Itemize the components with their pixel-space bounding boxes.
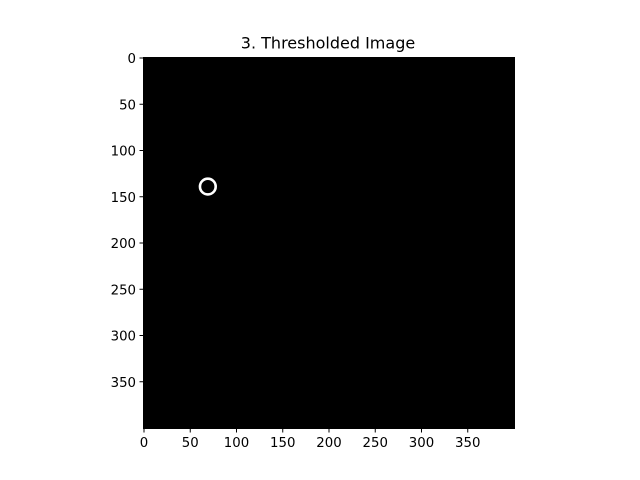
chart-title: 3. Thresholded Image — [241, 34, 415, 53]
x-tick-label: 300 — [409, 436, 434, 451]
y-tick-label: 100 — [111, 145, 136, 160]
y-tick-label: 0 — [128, 52, 136, 67]
x-tick-label: 0 — [140, 436, 148, 451]
image-background — [144, 58, 514, 428]
y-tick-label: 200 — [111, 237, 136, 252]
x-tick-label: 350 — [455, 436, 480, 451]
y-tick-label: 350 — [111, 376, 136, 391]
x-tick-label: 200 — [316, 436, 341, 451]
y-tick-label: 50 — [119, 98, 136, 113]
y-tick-label: 300 — [111, 330, 136, 345]
plot-area — [143, 57, 515, 429]
x-tick-label: 50 — [182, 436, 199, 451]
y-tick-label: 250 — [111, 283, 136, 298]
x-axis: 0 50 100 150 200 250 300 350 — [140, 428, 480, 451]
x-tick-label: 250 — [363, 436, 388, 451]
y-tick-label: 150 — [111, 191, 136, 206]
thresholded-ring — [198, 177, 217, 196]
y-axis: 0 50 100 150 200 250 300 350 — [111, 52, 144, 391]
x-tick-label: 150 — [270, 436, 295, 451]
x-tick-label: 100 — [224, 436, 249, 451]
